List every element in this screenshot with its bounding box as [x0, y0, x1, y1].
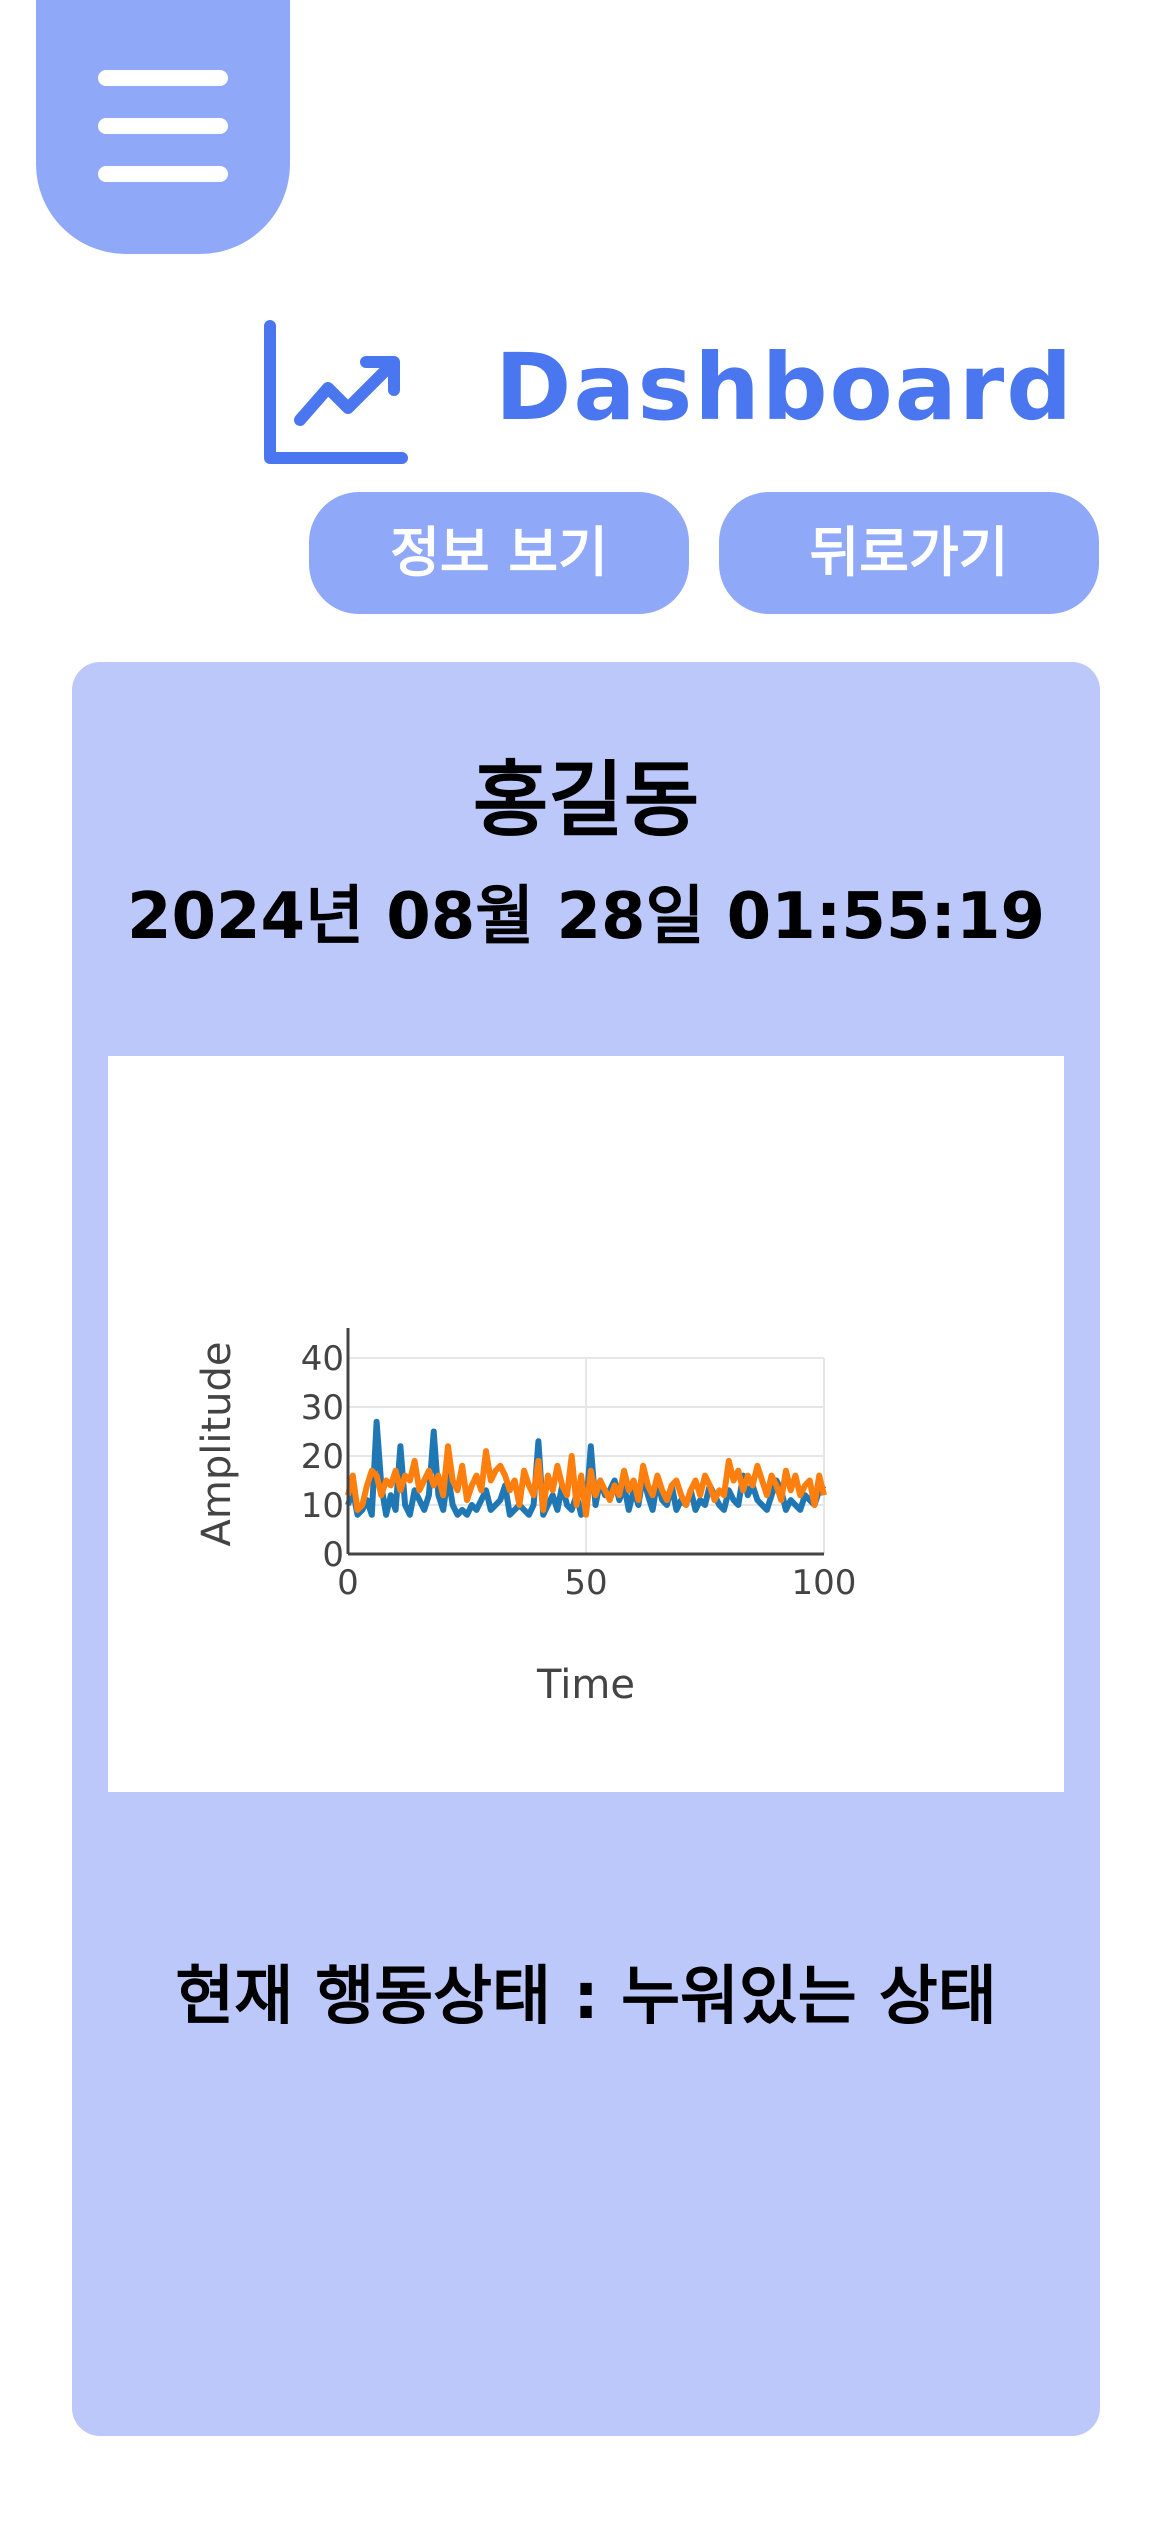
x-axis-label: Time	[536, 1662, 635, 1708]
chart-ticks: 0 50 100 0 10 20 30 40	[301, 1339, 857, 1603]
amplitude-chart-svg: 0 50 100 0 10 20 30 40 Time Amplitude	[194, 1328, 857, 1708]
hamburger-menu-icon-line-2	[98, 118, 228, 134]
back-button[interactable]: 뒤로가기	[719, 492, 1099, 614]
y-axis-label: Amplitude	[194, 1342, 240, 1547]
measurement-datetime: 2024년 08월 28일 01:55:19	[126, 880, 1046, 954]
user-name: 홍길동	[472, 753, 700, 848]
x-tick-label-0: 0	[337, 1563, 359, 1603]
chart-grid	[348, 1357, 825, 1554]
trending-chart-icon	[264, 320, 408, 464]
x-tick-label-50: 50	[564, 1563, 607, 1603]
chart-series	[345, 1418, 827, 1518]
series-line-2	[345, 1443, 827, 1518]
amplitude-chart: 0 50 100 0 10 20 30 40 Time Amplitude	[108, 1056, 1064, 1792]
chart-axes	[346, 1328, 824, 1556]
menu-button[interactable]	[36, 0, 290, 254]
y-tick-label-30: 30	[301, 1388, 344, 1428]
hamburger-menu-icon-line-3	[98, 166, 228, 182]
activity-status: 현재 행동상태 : 누워있는 상태	[175, 1960, 997, 2034]
y-tick-label-0: 0	[322, 1535, 344, 1575]
user-card: 홍길동 2024년 08월 28일 01:55:19 0 50 100 0 10 20 30…	[72, 662, 1100, 2436]
x-tick-label-100: 100	[792, 1563, 857, 1603]
y-tick-label-40: 40	[301, 1339, 344, 1379]
info-view-button[interactable]: 정보 보기	[309, 492, 689, 614]
y-tick-label-20: 20	[301, 1437, 344, 1477]
y-tick-label-10: 10	[301, 1486, 344, 1526]
page-title: Dashboard	[495, 334, 1075, 441]
hamburger-menu-icon-line-1	[98, 70, 228, 86]
